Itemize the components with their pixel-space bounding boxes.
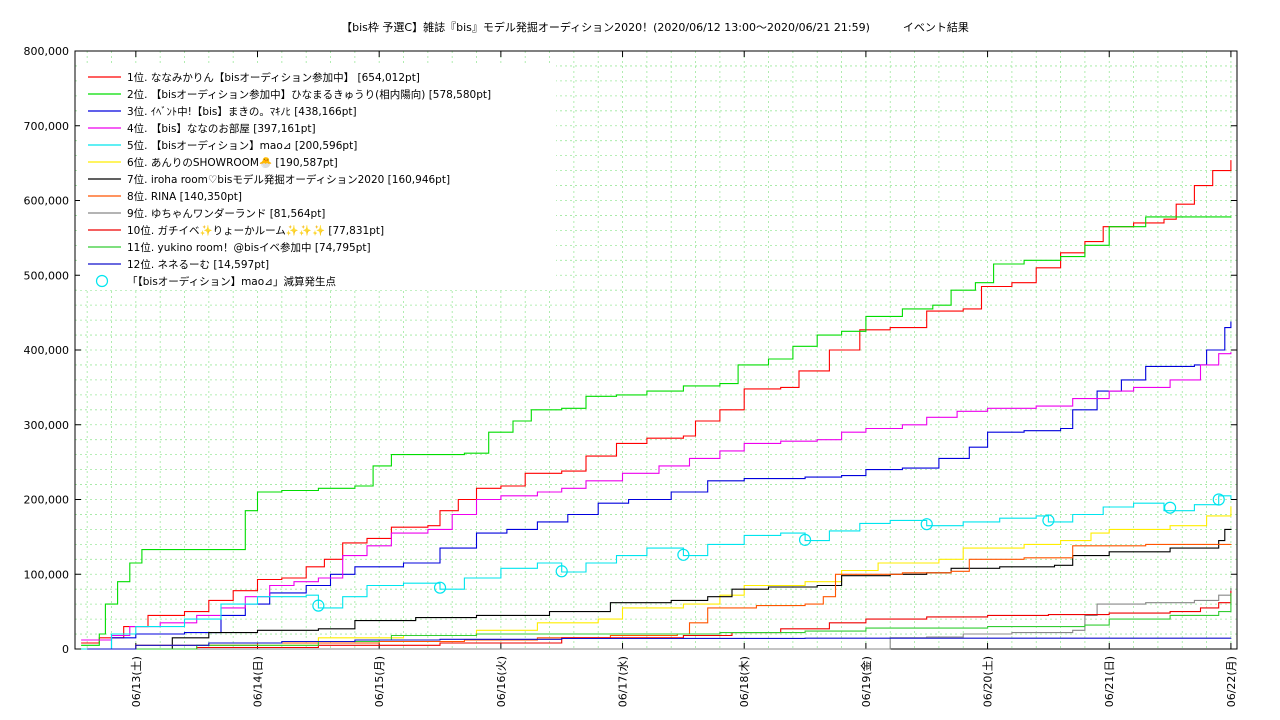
legend-label: 2位. 【bisオーディション参加中】ひなまるきゅうり(相内陽向) [578,5… bbox=[127, 88, 491, 101]
series-line bbox=[87, 593, 1232, 650]
series-line bbox=[87, 321, 1232, 650]
x-tick-label: 06/13(土) bbox=[130, 656, 143, 707]
y-tick-label: 300,000 bbox=[24, 419, 70, 432]
axes: 0 100,000 200,000 300,000 400,000 500,000 600,… bbox=[24, 45, 1238, 707]
marker-point bbox=[312, 599, 325, 612]
marker-layer bbox=[312, 493, 1225, 612]
legend-label: 3位. ｲﾍﾞﾝﾄ中!【bis】まきの。ﾏｷﾉﾋ [438,166pt] bbox=[127, 105, 357, 118]
marker-point bbox=[798, 533, 812, 546]
legend-background bbox=[80, 64, 556, 290]
marker-point bbox=[1163, 501, 1177, 514]
legend-label: 7位. iroha room♡bisモデル発掘オーディション2020 [160,… bbox=[127, 173, 450, 186]
legend-label: 5位. 【bisオーディション】mao⊿ [200,596pt] bbox=[127, 139, 357, 152]
legend-label: 6位. あんりのSHOWROOM🐣 [190,587pt] bbox=[127, 156, 338, 169]
y-tick-label: 600,000 bbox=[24, 195, 70, 208]
legend: 1位. ななみかりん【bisオーディション参加中】 [654,012pt] 2位.… bbox=[80, 64, 556, 290]
marker-point bbox=[1212, 493, 1225, 506]
y-tick-label: 700,000 bbox=[24, 120, 70, 133]
series-line bbox=[87, 637, 1232, 650]
y-tick-label: 800,000 bbox=[24, 45, 70, 58]
marker-point bbox=[677, 548, 690, 561]
x-tick-label: 06/17(水) bbox=[617, 656, 630, 707]
x-tick-label: 06/15(月) bbox=[373, 656, 386, 707]
x-tick-label: 06/19(金) bbox=[859, 656, 873, 707]
y-tick-label: 100,000 bbox=[24, 568, 70, 581]
series-line bbox=[81, 352, 1232, 641]
legend-label: 12位. ネネるーむ [14,597pt] bbox=[127, 258, 269, 271]
series-line bbox=[87, 528, 1232, 650]
y-tick-label: 400,000 bbox=[24, 344, 70, 357]
series-line bbox=[81, 495, 1232, 650]
x-tick-label: 06/16(火) bbox=[495, 656, 508, 707]
x-tick-label: 06/21(日) bbox=[1103, 656, 1116, 707]
marker-point bbox=[920, 518, 933, 531]
chart-title: 【bis枠 予選C】雑誌『bis』モデル発掘オーディション2020！(2020/… bbox=[341, 20, 969, 34]
x-tick-label: 06/14(日) bbox=[252, 656, 265, 707]
marker-point bbox=[555, 565, 568, 578]
legend-label: 1位. ななみかりん【bisオーディション参加中】 [654,012pt] bbox=[127, 71, 420, 84]
y-tick-label: 0 bbox=[62, 643, 69, 656]
legend-marker-label: 「【bisオーディション】mao⊿」減算発生点 bbox=[127, 275, 336, 288]
legend-label: 11位. yukino room！@bisイベ参加中 [74,795pt] bbox=[127, 241, 371, 254]
series-line bbox=[81, 216, 1232, 646]
x-tick-label: 06/20(土) bbox=[982, 656, 995, 707]
series-line bbox=[87, 590, 1232, 650]
marker-point bbox=[1042, 514, 1055, 527]
legend-label: 4位. 【bis】ななのお部屋 [397,161pt] bbox=[127, 122, 316, 135]
y-tick-label: 200,000 bbox=[24, 494, 70, 507]
x-tick-label: 06/18(木) bbox=[738, 656, 751, 707]
legend-label: 9位. ゆちゃんワンダーランド [81,564pt] bbox=[127, 207, 325, 220]
x-tick-label: 06/22(月) bbox=[1225, 656, 1238, 707]
legend-label: 10位. ガチイベ✨りょーかルーム✨✨✨ [77,831pt] bbox=[127, 224, 384, 237]
legend-marker-swatch bbox=[95, 274, 109, 288]
series-line bbox=[87, 543, 1232, 650]
legend-label: 8位. RINA [140,350pt] bbox=[127, 190, 242, 203]
y-tick-label: 500,000 bbox=[24, 269, 70, 282]
series-layer bbox=[81, 160, 1232, 650]
series-line bbox=[81, 160, 1232, 644]
marker-point bbox=[433, 581, 447, 594]
